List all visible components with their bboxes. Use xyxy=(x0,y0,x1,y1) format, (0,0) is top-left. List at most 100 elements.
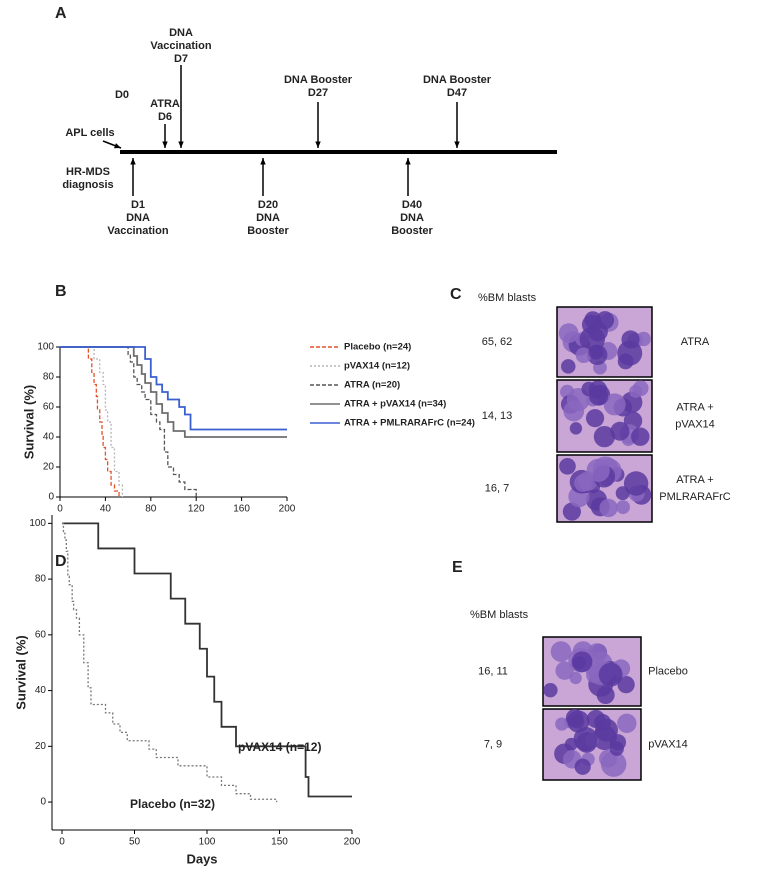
y-axis-label: Survival (%) xyxy=(21,385,36,459)
legend-label: ATRA + PMLRARAFrC (n=24) xyxy=(344,418,475,429)
timeline-label: D40 xyxy=(402,199,422,211)
y-tick-label: 20 xyxy=(43,462,55,473)
group-label: PMLRARAFrC xyxy=(659,491,731,503)
timeline-label: D7 xyxy=(174,53,188,65)
cell xyxy=(617,340,643,366)
cell xyxy=(562,502,581,521)
y-tick-label: 100 xyxy=(37,342,54,353)
timeline-label: Booster xyxy=(247,225,289,237)
cell xyxy=(596,685,615,705)
x-tick-label: 80 xyxy=(145,504,157,515)
cell xyxy=(600,751,627,777)
cell xyxy=(543,683,558,698)
blasts-value: 7, 9 xyxy=(484,738,502,750)
x-tick-label: 120 xyxy=(188,504,205,515)
group-label: ATRA xyxy=(681,336,710,348)
cell xyxy=(594,713,612,731)
arrow-head xyxy=(114,143,121,149)
group-label: ATRA + xyxy=(676,474,713,486)
x-tick-label: 100 xyxy=(199,837,216,848)
x-axis-label: Days xyxy=(186,851,217,866)
timeline-label: DNA Booster xyxy=(284,74,353,86)
blasts-value: 65, 62 xyxy=(482,336,513,348)
survival-curve xyxy=(60,346,287,438)
arrow-head xyxy=(260,158,266,165)
timeline-label: DNA Booster xyxy=(423,74,492,86)
cell xyxy=(598,662,623,687)
group-label: pVAX14 xyxy=(648,738,688,750)
timeline-label: Booster xyxy=(391,225,433,237)
panel-label: B xyxy=(55,283,67,300)
timeline-label: DNA xyxy=(126,212,150,224)
timeline-label: D47 xyxy=(447,87,467,99)
survival-curve xyxy=(60,346,287,431)
timeline-label: D27 xyxy=(308,87,328,99)
cell xyxy=(569,671,582,685)
x-tick-label: 150 xyxy=(271,837,288,848)
cell xyxy=(558,323,579,344)
cell xyxy=(559,458,576,475)
survival-curve xyxy=(60,346,120,497)
survival-curve xyxy=(60,346,197,497)
cell xyxy=(609,741,624,756)
legend-label: Placebo (n=24) xyxy=(344,342,411,353)
legend-label: ATRA (n=20) xyxy=(344,380,400,391)
y-tick-label: 0 xyxy=(48,492,54,503)
y-tick-label: 60 xyxy=(35,629,47,640)
arrow-head xyxy=(162,141,168,148)
x-tick-label: 200 xyxy=(279,504,296,515)
timeline-label: D20 xyxy=(258,199,278,211)
x-tick-label: 40 xyxy=(100,504,112,515)
timeline-label: DNA xyxy=(400,212,424,224)
cell xyxy=(586,458,610,483)
survival-curve xyxy=(62,522,278,803)
y-tick-label: 80 xyxy=(43,372,55,383)
cell xyxy=(555,661,574,680)
timeline-label: DNA xyxy=(256,212,280,224)
cell xyxy=(631,427,650,446)
cell xyxy=(588,344,604,360)
y-tick-label: 40 xyxy=(43,432,55,443)
cell xyxy=(617,675,635,694)
legend-label: ATRA + pVAX14 (n=34) xyxy=(344,399,446,410)
arrow-head xyxy=(130,158,136,165)
cell xyxy=(563,400,585,422)
legend-label: pVAX14 (n=12) xyxy=(344,361,410,372)
y-tick-label: 20 xyxy=(35,741,47,752)
timeline-label: Vaccination xyxy=(150,40,211,52)
group-label: ATRA + xyxy=(676,401,713,413)
cell xyxy=(567,710,590,733)
y-tick-label: 80 xyxy=(35,574,47,585)
blasts-value: 16, 11 xyxy=(478,665,508,677)
x-tick-label: 160 xyxy=(233,504,250,515)
cell xyxy=(603,393,626,416)
cell xyxy=(588,386,609,406)
cell xyxy=(629,384,643,398)
cell xyxy=(617,713,637,734)
panel-label: C xyxy=(450,286,462,303)
arrow-head xyxy=(315,141,321,148)
cell xyxy=(575,347,592,364)
cell xyxy=(561,359,576,374)
cell xyxy=(569,422,583,435)
timeline-label: DNA xyxy=(169,27,193,39)
cell xyxy=(593,425,616,448)
arrow-head xyxy=(405,158,411,165)
timeline-label: ATRA xyxy=(150,98,180,110)
curve-label: Placebo (n=32) xyxy=(130,797,215,811)
blasts-value: 16, 7 xyxy=(485,482,509,494)
panel-label: E xyxy=(452,559,463,576)
arrow-head xyxy=(178,141,184,148)
panel-label: D xyxy=(55,553,67,570)
cell xyxy=(584,311,602,329)
x-tick-label: 0 xyxy=(59,837,65,848)
cell xyxy=(615,486,630,501)
cell xyxy=(550,641,572,662)
cell xyxy=(599,498,618,518)
y-tick-label: 100 xyxy=(29,518,46,529)
arrow-head xyxy=(454,141,460,148)
cell xyxy=(555,717,569,731)
panel-label: A xyxy=(55,5,67,22)
